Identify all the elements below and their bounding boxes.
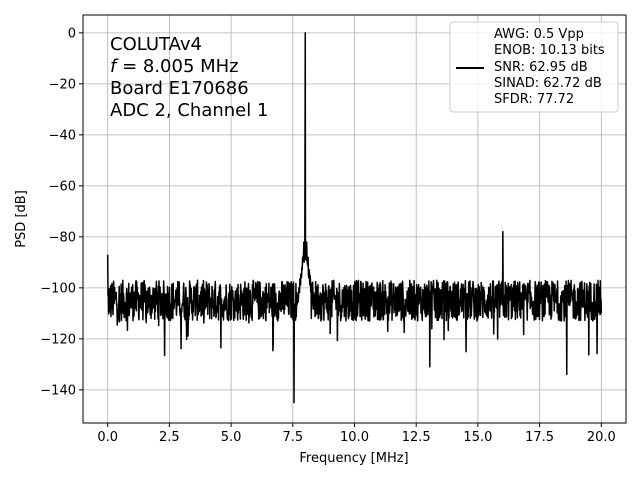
y-axis-ticks: 0 −20 −40 −60 −80 −100 −120 −140 [40,26,83,398]
x-tick-label: 12.5 [402,430,431,445]
x-tick-label: 17.5 [525,430,554,445]
y-tick-label: −20 [49,77,76,92]
x-tick-label: 20.0 [587,430,616,445]
annotation-line-2: f = 8.005 MHz [110,56,239,77]
y-tick-label: −40 [49,128,76,143]
legend-entry-snr: SNR: 62.95 dB [494,60,588,75]
y-tick-label: −80 [49,230,76,245]
legend-entry-awg: AWG: 0.5 Vpp [494,27,584,42]
x-tick-label: 7.5 [282,430,303,445]
annotation-line-3: Board E170686 [110,78,249,99]
x-tick-label: 0.0 [97,430,118,445]
legend-entry-sinad: SINAD: 62.72 dB [494,76,602,91]
x-axis-label: Frequency [MHz] [299,451,408,466]
y-tick-label: −140 [40,383,76,398]
x-tick-label: 2.5 [159,430,180,445]
psd-series-line [106,32,603,404]
y-tick-label: −100 [40,281,76,296]
y-axis-label: PSD [dB] [14,190,29,248]
series-line-group [106,32,603,404]
annotation-line-1: COLUTAv4 [110,34,202,55]
legend-box [449,21,619,113]
legend-entry-sfdr: SFDR: 77.72 [494,92,574,107]
x-axis-ticks: 0.0 2.5 5.0 7.5 10.0 12.5 15.0 17.5 20.0 [97,423,616,445]
annotation-block: COLUTAv4 f = 8.005 MHz Board E170686 ADC… [110,34,268,121]
annotation-line-4: ADC 2, Channel 1 [110,100,268,121]
legend-entry-enob: ENOB: 10.13 bits [494,43,605,58]
x-tick-label: 5.0 [221,430,242,445]
x-tick-label: 15.0 [463,430,492,445]
x-tick-label: 10.0 [340,430,369,445]
y-tick-label: −120 [40,332,76,347]
y-tick-label: −60 [49,179,76,194]
y-tick-label: 0 [68,26,76,41]
legend: AWG: 0.5 Vpp ENOB: 10.13 bits SNR: 62.95… [449,21,619,113]
